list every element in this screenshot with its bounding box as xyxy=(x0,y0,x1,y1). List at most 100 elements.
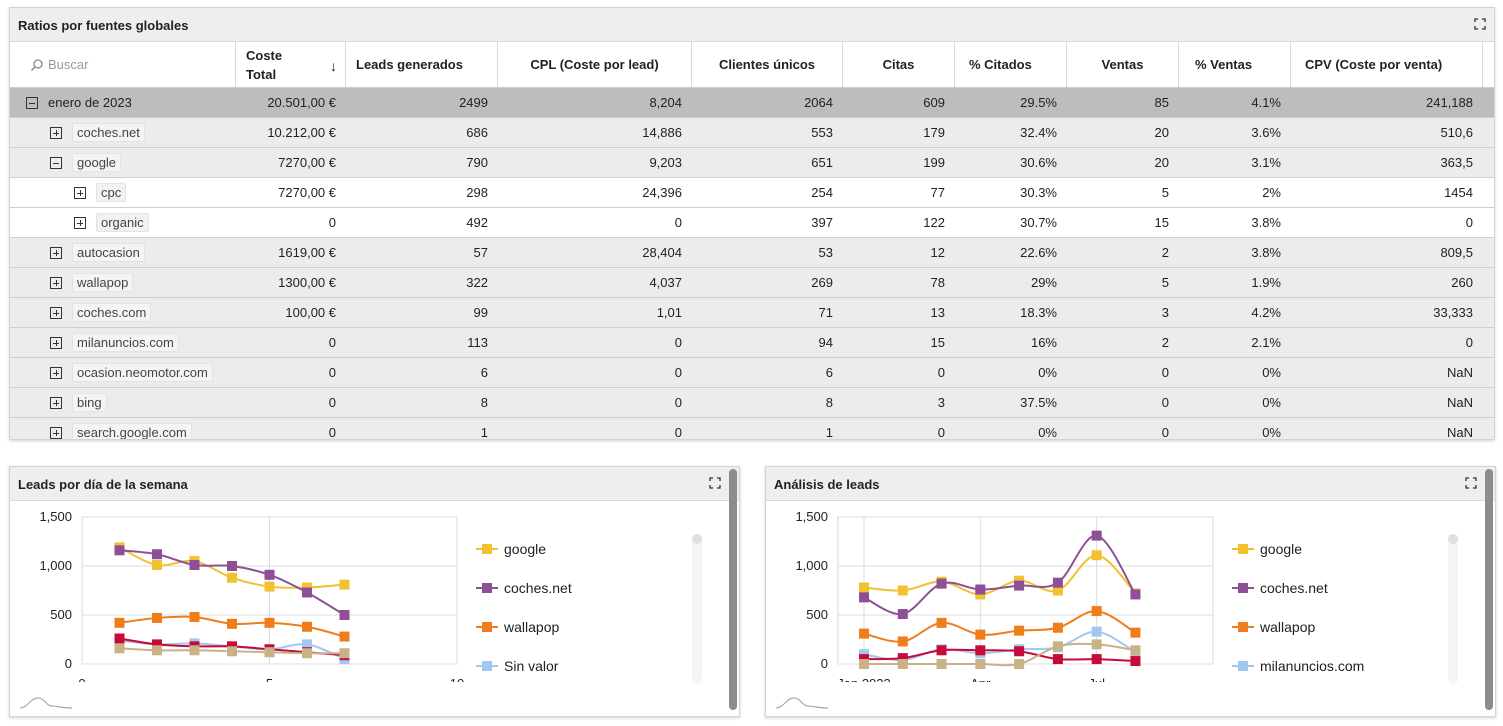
data-point xyxy=(1091,550,1102,561)
analysis-panel-header: Análisis de leads xyxy=(766,467,1495,501)
expand-row-icon[interactable] xyxy=(50,246,62,259)
panel-scrollbar[interactable] xyxy=(1485,469,1493,710)
table-row[interactable]: organic 0 492 0 397 122 30.7% 15 3.8% 0 xyxy=(10,208,1494,238)
table-cell: 94 xyxy=(818,335,833,350)
x-tick-label: 10 xyxy=(450,676,464,682)
column-header-cpv[interactable]: CPV (Coste por venta) xyxy=(1291,42,1483,87)
table-cell: 85 xyxy=(1154,95,1169,110)
table-cell: 30.6% xyxy=(1020,155,1057,170)
table-row[interactable]: enero de 2023 20.501,00 € 2499 8,204 2064 609… xyxy=(10,88,1494,118)
legend-scroll-knob[interactable] xyxy=(692,534,702,544)
table-row[interactable]: autocasion 1619,00 € 57 28,404 53 12 22.6% 2 3.8… xyxy=(10,238,1494,268)
data-point xyxy=(975,645,986,656)
legend-item-milanuncios[interactable]: milanuncios.com xyxy=(1232,658,1364,674)
expand-row-icon[interactable] xyxy=(50,366,62,379)
column-header-ventas[interactable]: Ventas xyxy=(1067,42,1179,87)
legend-item-wallapop[interactable]: wallapop xyxy=(476,619,559,635)
expand-row-icon[interactable] xyxy=(50,336,62,349)
table-cell: 28,404 xyxy=(642,245,682,260)
row-label-cell: google xyxy=(10,148,236,177)
x-tick-label: Jul xyxy=(1088,676,1105,682)
table-cell: 2499 xyxy=(459,95,488,110)
collapse-icon[interactable] xyxy=(26,96,38,109)
table-cell: 57 xyxy=(473,245,488,260)
table-row[interactable]: milanuncios.com 0 113 0 94 15 16% 2 2.1% 0 xyxy=(10,328,1494,358)
column-header-citas[interactable]: Citas xyxy=(843,42,955,87)
table-cell: 0 xyxy=(674,335,682,350)
legend-item-google[interactable]: google xyxy=(1232,541,1302,557)
table-cell: 1,01 xyxy=(656,305,682,320)
data-point xyxy=(114,643,125,654)
legend-scrollbar[interactable] xyxy=(692,534,702,684)
table-cell: 553 xyxy=(811,125,833,140)
ratios-panel: Ratios por fuentes globales Buscar Coste… xyxy=(9,7,1495,440)
column-header-coste-total[interactable]: Coste Total ↓ xyxy=(236,42,346,87)
expand-icon[interactable] xyxy=(709,477,721,489)
table-cell: 0 xyxy=(937,425,945,440)
chart-navigator-icon[interactable] xyxy=(18,694,74,710)
table-row[interactable]: coches.com 100,00 € 99 1,01 71 13 18.3% 3 4.2% 33… xyxy=(10,298,1494,328)
column-header-leads[interactable]: Leads generados xyxy=(346,42,498,87)
legend-item-coches-net[interactable]: coches.net xyxy=(476,580,572,596)
table-cell: 510,6 xyxy=(1440,125,1473,140)
data-point xyxy=(227,646,237,657)
y-tick-label: 1,500 xyxy=(39,509,72,524)
row-label-cell: coches.com xyxy=(10,298,236,327)
legend-scrollbar[interactable] xyxy=(1448,534,1458,684)
table-cell: 0 xyxy=(674,425,682,440)
panel-scrollbar[interactable] xyxy=(729,469,737,710)
row-label: bing xyxy=(72,393,107,412)
table-row[interactable]: ocasion.neomotor.com 0 6 0 6 0 0% 0 0% NaN xyxy=(10,358,1494,388)
table-row[interactable]: google 7270,00 € 790 9,203 651 199 30.6% 20 3.1%… xyxy=(10,148,1494,178)
data-point xyxy=(1091,654,1102,665)
legend-item-coches-net[interactable]: coches.net xyxy=(1232,580,1328,596)
column-header-cpl[interactable]: CPL (Coste por lead) xyxy=(498,42,692,87)
expand-row-icon[interactable] xyxy=(50,306,62,319)
expand-icon[interactable] xyxy=(1465,477,1477,489)
legend-scroll-knob[interactable] xyxy=(1448,534,1458,544)
column-header-pct-ventas[interactable]: % Ventas xyxy=(1179,42,1291,87)
table-cell: 609 xyxy=(923,95,945,110)
collapse-icon[interactable] xyxy=(50,156,62,169)
expand-row-icon[interactable] xyxy=(50,276,62,289)
table-cell: 254 xyxy=(811,185,833,200)
legend-item-google[interactable]: google xyxy=(476,541,546,557)
grid-body: enero de 2023 20.501,00 €2499 8,204 2064 609… xyxy=(10,88,1494,440)
weekday-leads-panel: Leads por día de la semana 0 500 1,000 1,50… xyxy=(9,466,740,717)
expand-row-icon[interactable] xyxy=(74,216,86,229)
search-field[interactable]: Buscar xyxy=(10,42,236,87)
expand-icon[interactable] xyxy=(1474,18,1486,30)
table-cell: 12 xyxy=(930,245,945,260)
table-cell: 33,333 xyxy=(1433,305,1473,320)
table-cell: 13 xyxy=(930,305,945,320)
table-cell: 99 xyxy=(473,305,488,320)
expand-row-icon[interactable] xyxy=(50,426,62,439)
table-row[interactable]: wallapop 1300,00 € 322 4,037 269 78 29% 5 1.9% 26… xyxy=(10,268,1494,298)
table-row[interactable]: coches.net 10.212,00 € 686 14,886 553 179 32.4… xyxy=(10,118,1494,148)
expand-row-icon[interactable] xyxy=(74,186,86,199)
column-header-pct-citados[interactable]: % Citados xyxy=(955,42,1067,87)
expand-row-icon[interactable] xyxy=(50,126,62,139)
row-label: autocasion xyxy=(72,243,145,262)
y-tick-label: 500 xyxy=(50,607,72,622)
table-cell: 179 xyxy=(923,125,945,140)
legend-item-sin-valor[interactable]: Sin valor xyxy=(476,658,558,674)
legend-swatch xyxy=(1232,543,1254,555)
column-header-clientes[interactable]: Clientes únicos xyxy=(692,42,843,87)
table-cell: 2 xyxy=(1161,245,1169,260)
table-cell: 0% xyxy=(1262,395,1281,410)
expand-row-icon[interactable] xyxy=(50,396,62,409)
table-cell: 20 xyxy=(1154,125,1169,140)
table-cell: 0 xyxy=(674,215,682,230)
table-cell: 3.8% xyxy=(1251,215,1281,230)
table-cell: 241,188 xyxy=(1426,95,1473,110)
table-row[interactable]: search.google.com 0 1 0 1 0 0% 0 0% NaN xyxy=(10,418,1494,440)
table-row[interactable]: cpc 7270,00 € 298 24,396 254 77 30.3% 5 2% 1454 xyxy=(10,178,1494,208)
legend-swatch xyxy=(1232,660,1254,672)
chart-navigator-icon[interactable] xyxy=(774,694,830,710)
data-point xyxy=(1130,656,1141,667)
legend-item-wallapop[interactable]: wallapop xyxy=(1232,619,1315,635)
table-cell: 22.6% xyxy=(1020,245,1057,260)
table-row[interactable]: bing 0 8 0 8 3 37.5% 0 0% NaN xyxy=(10,388,1494,418)
search-icon xyxy=(30,58,43,71)
